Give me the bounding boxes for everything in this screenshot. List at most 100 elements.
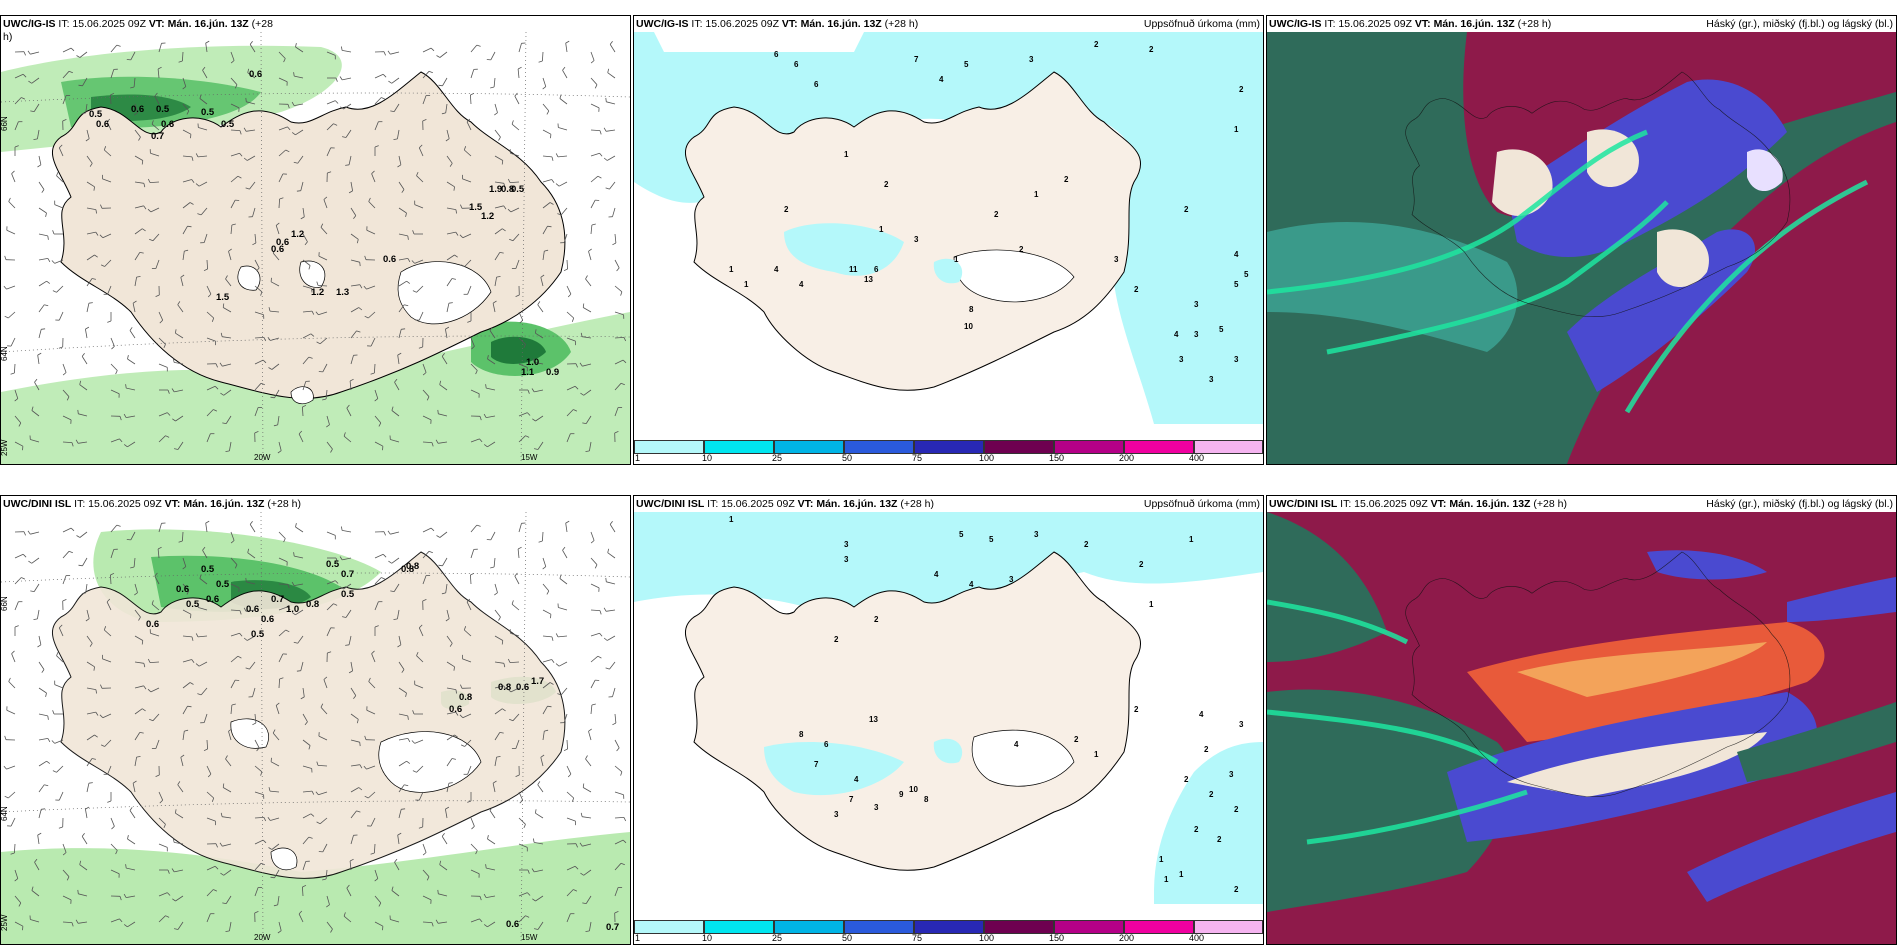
precip-value: 3: [1009, 575, 1014, 584]
precip-value-labels: 0.8 0.5 0.5 0.7 0.5 0.6 0.6 0.6 0.5 0.6 …: [146, 559, 619, 933]
precip-value: 0.5: [89, 109, 103, 120]
colorbar-swatch: [1054, 920, 1124, 934]
precip-value: 1: [744, 280, 749, 289]
precip-value: 0.8: [459, 692, 472, 703]
precip-value: 0.8: [401, 564, 414, 575]
precip-value: 1.5: [469, 202, 483, 213]
precip-value: 4: [1199, 710, 1204, 719]
colorbar-swatch: [1124, 440, 1194, 454]
precip-value: 3: [1179, 355, 1184, 364]
lat-label: 64N: [1, 346, 9, 361]
precip-value: 0.8: [501, 184, 514, 195]
valid-time: Mán. 16.jún. 13Z: [800, 18, 882, 30]
lat-label: 66N: [1, 596, 9, 611]
precip-value: 0.5: [156, 104, 170, 115]
valid-time-label: VT:: [797, 498, 814, 510]
panel-title: Háský (gr.), miðský (fj.bl.) og lágský (…: [1706, 18, 1893, 30]
colorbar-label: 200: [1119, 453, 1135, 463]
iceland-landmass: [51, 551, 566, 879]
precip-value: 1: [954, 255, 959, 264]
colorbar-swatch: [984, 920, 1054, 934]
precip-value: 3: [1114, 255, 1119, 264]
precip-value: 2: [834, 635, 839, 644]
precip-value: 1: [1234, 125, 1239, 134]
colorbar-swatch: [634, 440, 704, 454]
precip-value: 2: [1204, 745, 1209, 754]
colorbar-label: 10: [702, 453, 713, 463]
init-time: IT: 15.06.2025 09Z: [74, 498, 162, 510]
precip-value: 7: [814, 760, 819, 769]
panel-title: Uppsöfnuð úrkoma (mm): [1143, 18, 1260, 30]
colorbar-label: 100: [979, 453, 995, 463]
precip-value: 0.8: [498, 682, 511, 693]
precip-value: 0.6: [383, 254, 396, 265]
precip-value: 3: [834, 810, 839, 819]
precip-value: 2: [884, 180, 889, 189]
precip-value: 1.9: [489, 184, 502, 195]
precip-value: 5: [1244, 270, 1249, 279]
precip-value: 5: [964, 60, 969, 69]
precip-value: 3: [1029, 55, 1034, 64]
precip-value: 1.5: [216, 292, 230, 303]
precip-value: 1: [1159, 855, 1164, 864]
precip-value: 0.6: [146, 619, 159, 630]
lead-time: (+28 h): [884, 18, 919, 30]
lead-time: (+28 h): [1533, 498, 1567, 510]
precip-map: 6 6 6 7 4 3 5 2 2 2 1 1 2 1 3 4 1 2 1 2 …: [634, 32, 1263, 424]
precip-value: 2: [1084, 540, 1089, 549]
lead-time-cont: h): [3, 31, 13, 43]
model-name: UWC/DINI ISL: [636, 498, 705, 510]
precip-value: 4: [1234, 250, 1239, 259]
precip-value: 2: [1184, 775, 1189, 784]
precip-value: 1.3: [336, 287, 349, 298]
precip-value: 1.2: [311, 287, 324, 298]
precip-value: 7: [914, 55, 919, 64]
precip-value: 13: [869, 715, 878, 724]
precip-value: 1: [844, 150, 849, 159]
precip-value: 2: [1094, 40, 1099, 49]
colorbar-label: 25: [772, 453, 783, 463]
precip-value: 4: [774, 265, 779, 274]
lon-label: 25W: [1, 439, 9, 456]
precip-value: 2: [784, 205, 789, 214]
precip-value-labels: 6 6 6 7 4 3 5 2 2 2 1 1 2 1 3 4 1 2 1 2 …: [729, 40, 1249, 384]
precip-value: 4: [969, 580, 974, 589]
precip-value: 4: [1174, 330, 1179, 339]
precip-value: 1: [879, 225, 884, 234]
panel-header: UWC/DINI ISL IT: 15.06.2025 09Z VT: Mán.…: [636, 498, 1260, 511]
valid-time: Mán. 16.jún. 13Z: [1433, 18, 1515, 30]
precip-value-labels: 0.5 0.6 0.5 0.5 0.5 0.6 0.6 0.6 0.7 1.0 …: [89, 69, 559, 378]
valid-time-label: VT:: [148, 18, 165, 30]
map-panel-dini-precip: UWC/DINI ISL IT: 15.06.2025 09Z VT: Mán.…: [633, 495, 1264, 945]
colorbar-swatch: [1124, 920, 1194, 934]
precip-value: 6: [774, 50, 779, 59]
precip-value: 10: [964, 322, 973, 331]
precip-value: 1.0: [526, 357, 539, 368]
precip-value: 3: [844, 555, 849, 564]
precip-value: 0.6: [516, 682, 529, 693]
model-name: UWC/DINI ISL: [1269, 498, 1338, 510]
panel-header: UWC/IG-IS IT: 15.06.2025 09Z VT: Mán. 16…: [1269, 18, 1893, 31]
precip-value: 6: [814, 80, 819, 89]
precip-value: 0.6: [161, 119, 174, 130]
precip-value: 2: [1194, 825, 1199, 834]
precip-value: 1: [1034, 190, 1039, 199]
colorbar-swatch: [844, 440, 914, 454]
precip-value: 0.7: [271, 594, 284, 605]
precip-value: 0.8: [306, 599, 319, 610]
colorbar-swatch: [914, 440, 984, 454]
precip-value: 0.8: [406, 561, 419, 572]
model-name: UWC/IG-IS: [3, 18, 56, 30]
precip-value-labels: 1 3 3 5 5 3 4 4 3 2 2 1 1 2 2 7 8 6 4 13…: [729, 515, 1244, 894]
precip-value: 0.5: [216, 579, 230, 590]
lon-label: 15W: [521, 933, 538, 942]
colorbar-swatch: [1054, 440, 1124, 454]
precip-value: 1: [1149, 600, 1154, 609]
iceland-landmass: [684, 551, 1141, 871]
precip-value: 0.6: [131, 104, 144, 115]
precip-value: 0.6: [249, 69, 262, 80]
colorbar-label: 1: [635, 453, 641, 463]
precip-value: 4: [1014, 740, 1019, 749]
precip-value: 3: [914, 235, 919, 244]
precip-value: 11: [849, 265, 858, 274]
